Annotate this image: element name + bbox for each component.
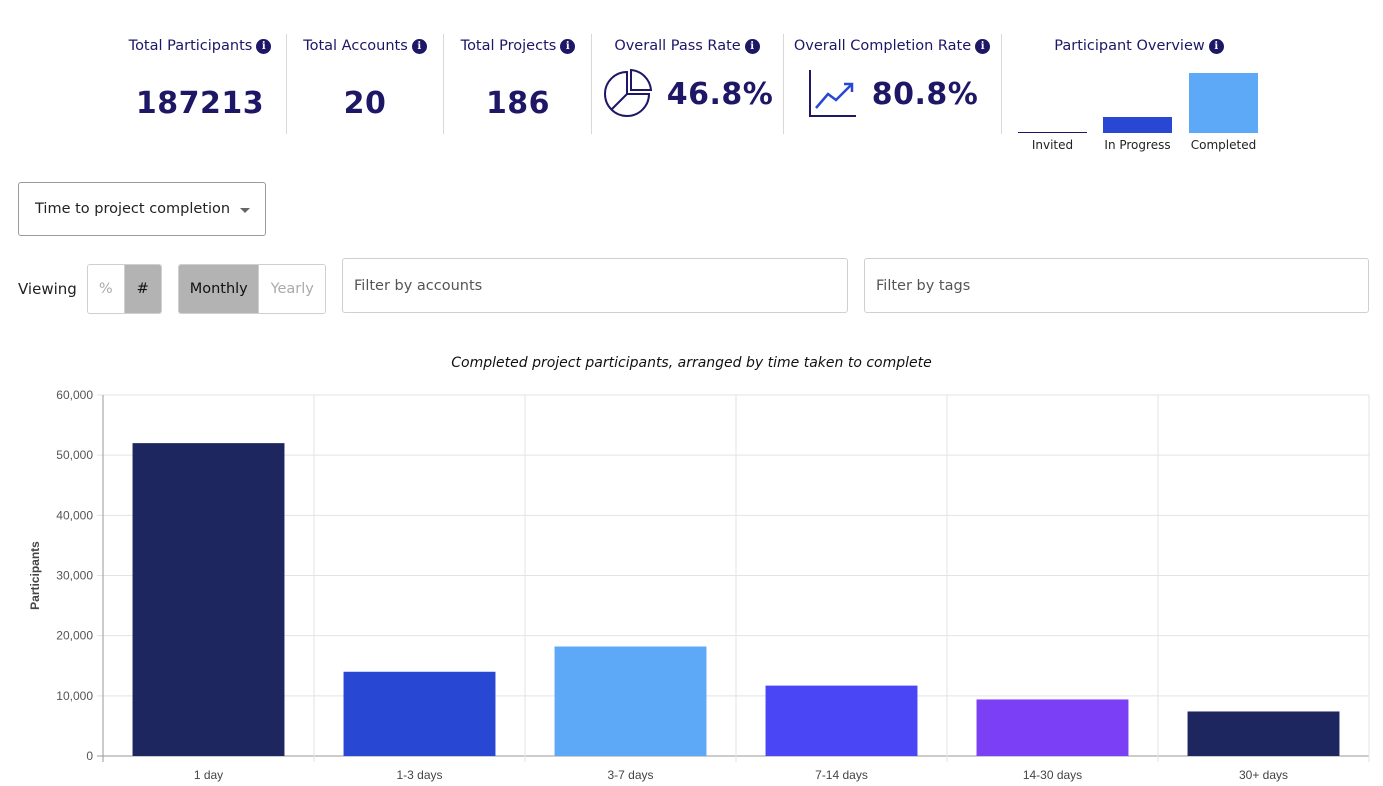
- y-tick-label: 30,000: [56, 569, 93, 583]
- stat-total-projects: Total Projects i 186: [446, 34, 590, 134]
- completion-time-bar-chart: 0 10,000 20,000 30,000 40,000 50,000 60,000 1 d…: [28, 388, 1370, 782]
- stat-label: Participant Overview: [1054, 38, 1205, 54]
- info-icon[interactable]: i: [975, 38, 991, 54]
- overview-bar-label: In Progress: [1104, 138, 1171, 152]
- pie-chart-icon: [603, 68, 652, 117]
- stat-value: 80.8%: [871, 76, 979, 112]
- metric-select[interactable]: Time to project completion: [18, 182, 266, 236]
- period-toggle: Monthly Yearly: [178, 264, 326, 314]
- unit-toggle-count[interactable]: #: [124, 265, 161, 313]
- unit-toggle-percent[interactable]: %: [88, 265, 125, 313]
- stat-value: 46.8%: [666, 76, 774, 112]
- x-tick-label: 3-7 days: [607, 768, 653, 782]
- y-axis-label: Participants: [28, 541, 42, 610]
- overview-bar-in-progress: [1103, 117, 1172, 133]
- info-icon[interactable]: i: [744, 38, 760, 54]
- stat-total-participants: Total Participants i 187213: [120, 34, 280, 134]
- y-tick-label: 60,000: [56, 388, 93, 402]
- stat-total-accounts: Total Accounts i 20: [290, 34, 440, 134]
- bar: [343, 671, 496, 756]
- x-tick-label: 1 day: [194, 768, 223, 782]
- info-icon[interactable]: i: [256, 38, 272, 54]
- x-tick-label: 14-30 days: [1023, 768, 1082, 782]
- viewing-label: Viewing: [18, 280, 77, 298]
- stat-label: Total Participants: [128, 38, 253, 54]
- stat-label: Overall Completion Rate: [793, 38, 972, 54]
- stat-value: 187213: [135, 86, 265, 121]
- overview-bar-label: Invited: [1031, 138, 1074, 152]
- bar: [132, 443, 285, 756]
- stat-pass-rate: Overall Pass Rate i 46.8%: [594, 34, 780, 134]
- trend-up-icon: [808, 70, 856, 117]
- metric-select-value: Time to project completion: [35, 201, 231, 217]
- y-tick-label: 20,000: [56, 629, 93, 643]
- divider: [1001, 34, 1002, 134]
- period-toggle-monthly[interactable]: Monthly: [179, 265, 260, 313]
- stat-completion-rate: Overall Completion Rate i 80.8%: [786, 34, 998, 134]
- y-tick-label: 0: [86, 749, 93, 763]
- chart-title: Completed project participants, arranged…: [451, 355, 932, 371]
- stat-participant-overview: Participant Overview i: [1004, 34, 1274, 164]
- accounts-filter-input[interactable]: [342, 258, 848, 313]
- x-tick-label: 7-14 days: [815, 768, 868, 782]
- bar: [554, 646, 707, 756]
- divider: [783, 34, 784, 134]
- divider: [443, 34, 444, 134]
- stat-value: 20: [343, 86, 387, 121]
- overview-bar-label: Completed: [1190, 138, 1257, 152]
- y-tick-label: 50,000: [56, 448, 93, 462]
- overview-bar-invited: [1018, 132, 1087, 133]
- stat-label: Overall Pass Rate: [614, 38, 741, 54]
- info-icon[interactable]: i: [411, 38, 427, 54]
- tags-filter-input[interactable]: [864, 258, 1369, 313]
- info-icon[interactable]: i: [560, 38, 576, 54]
- period-toggle-yearly[interactable]: Yearly: [259, 265, 325, 313]
- divider: [591, 34, 592, 134]
- stat-value: 186: [485, 86, 551, 121]
- stat-label: Total Accounts: [303, 38, 408, 54]
- y-tick-label: 10,000: [56, 689, 93, 703]
- info-icon[interactable]: i: [1208, 38, 1224, 54]
- y-tick-label: 40,000: [56, 508, 93, 522]
- divider: [286, 34, 287, 134]
- x-tick-label: 1-3 days: [396, 768, 442, 782]
- overview-bar-completed: [1189, 73, 1258, 133]
- chevron-down-icon: [240, 208, 250, 213]
- x-tick-label: 30+ days: [1239, 768, 1288, 782]
- bar: [976, 699, 1129, 756]
- stat-label: Total Projects: [460, 38, 557, 54]
- bar: [1187, 711, 1340, 756]
- unit-toggle: % #: [87, 264, 162, 314]
- bar: [765, 685, 918, 756]
